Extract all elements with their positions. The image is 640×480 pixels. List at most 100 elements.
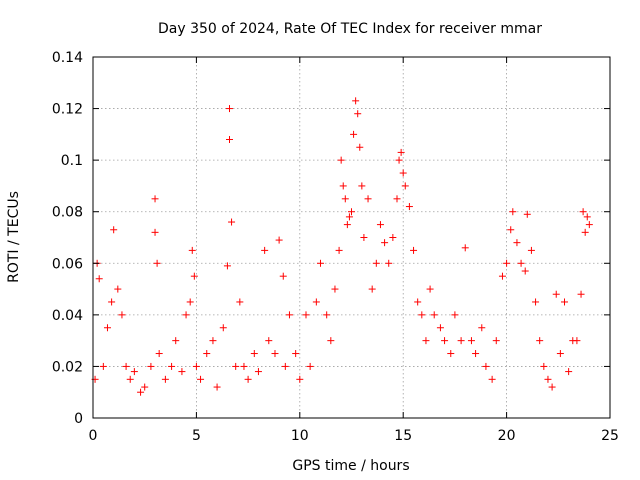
data-point bbox=[343, 221, 351, 229]
data-point bbox=[360, 234, 368, 241]
data-point bbox=[498, 272, 506, 280]
data-point bbox=[548, 383, 556, 391]
data-point bbox=[292, 350, 300, 358]
data-point bbox=[236, 298, 244, 306]
data-point bbox=[137, 388, 145, 396]
data-point bbox=[467, 337, 475, 345]
x-tick-label: 0 bbox=[89, 428, 98, 444]
data-point bbox=[385, 259, 393, 267]
x-tick-label: 25 bbox=[601, 428, 619, 444]
data-point bbox=[368, 285, 376, 293]
data-point bbox=[186, 298, 194, 306]
data-point bbox=[561, 298, 569, 306]
data-point bbox=[126, 375, 134, 383]
y-tick-label: 0.04 bbox=[52, 308, 83, 324]
data-point bbox=[552, 290, 560, 298]
data-point bbox=[345, 213, 353, 221]
data-point bbox=[95, 275, 103, 283]
data-point bbox=[182, 311, 190, 319]
chart-title: Day 350 of 2024, Rate Of TEC Index for r… bbox=[158, 21, 542, 37]
x-axis-label: GPS time / hours bbox=[292, 458, 409, 474]
y-tick-labels: 0 0.02 0.04 0.06 0.08 0.1 0.12 0.14 bbox=[52, 50, 83, 427]
data-point bbox=[225, 136, 233, 144]
data-point bbox=[348, 208, 355, 216]
data-point bbox=[503, 259, 511, 267]
data-point bbox=[544, 375, 552, 383]
y-tick-label: 0 bbox=[74, 411, 83, 427]
data-point bbox=[275, 236, 283, 244]
data-point bbox=[507, 226, 515, 234]
data-points bbox=[91, 97, 593, 396]
data-point bbox=[108, 298, 116, 306]
data-point bbox=[573, 337, 581, 345]
data-point bbox=[335, 246, 343, 254]
data-point bbox=[457, 337, 465, 345]
data-point bbox=[161, 375, 169, 383]
data-point bbox=[281, 362, 289, 370]
data-point bbox=[436, 324, 444, 332]
data-point bbox=[232, 362, 240, 370]
x-tick-label: 5 bbox=[192, 428, 201, 444]
data-point bbox=[540, 362, 548, 370]
data-point bbox=[296, 375, 304, 383]
data-point bbox=[99, 362, 107, 370]
data-point bbox=[527, 246, 535, 254]
data-point bbox=[389, 234, 397, 241]
data-point bbox=[172, 337, 180, 345]
data-point bbox=[323, 311, 331, 319]
data-point bbox=[209, 337, 217, 345]
data-point bbox=[254, 368, 262, 376]
data-point bbox=[153, 259, 161, 267]
data-point bbox=[285, 311, 293, 319]
y-axis-label: ROTI / TECUs bbox=[6, 191, 22, 283]
data-point bbox=[381, 239, 389, 247]
data-point bbox=[577, 290, 585, 298]
data-point bbox=[492, 337, 500, 345]
data-point bbox=[350, 130, 358, 138]
data-point bbox=[114, 285, 122, 293]
data-point bbox=[250, 350, 258, 358]
data-point bbox=[358, 182, 366, 190]
data-point bbox=[306, 362, 314, 370]
data-point bbox=[188, 246, 196, 254]
data-point bbox=[339, 182, 347, 190]
data-point bbox=[331, 285, 339, 293]
data-point bbox=[414, 298, 422, 306]
data-point bbox=[356, 143, 364, 151]
data-point bbox=[271, 350, 279, 358]
data-point bbox=[261, 246, 269, 254]
data-point bbox=[513, 239, 521, 247]
data-point bbox=[354, 110, 362, 118]
data-point bbox=[393, 195, 401, 203]
data-point bbox=[178, 368, 186, 376]
data-point bbox=[103, 324, 111, 332]
data-point bbox=[265, 337, 273, 345]
data-point bbox=[523, 210, 531, 218]
data-point bbox=[240, 362, 248, 370]
data-point bbox=[372, 259, 380, 267]
data-point bbox=[556, 350, 564, 358]
data-point bbox=[341, 195, 349, 203]
data-point bbox=[509, 208, 517, 216]
y-tick-label: 0.1 bbox=[61, 153, 83, 169]
data-point bbox=[203, 350, 211, 358]
data-point bbox=[422, 337, 430, 345]
data-point bbox=[168, 362, 176, 370]
data-point bbox=[213, 383, 221, 391]
data-point bbox=[364, 195, 372, 203]
data-point bbox=[223, 262, 231, 270]
data-point bbox=[312, 298, 320, 306]
data-point bbox=[397, 148, 405, 156]
data-point bbox=[482, 362, 490, 370]
data-point bbox=[110, 226, 118, 234]
data-point bbox=[579, 208, 587, 216]
data-point bbox=[532, 298, 540, 306]
data-point bbox=[225, 105, 233, 113]
data-point bbox=[441, 337, 449, 345]
data-point bbox=[147, 362, 155, 370]
data-point bbox=[122, 362, 130, 370]
data-point bbox=[430, 311, 438, 319]
data-point bbox=[130, 368, 138, 376]
data-point bbox=[405, 203, 413, 211]
data-point bbox=[327, 337, 335, 345]
